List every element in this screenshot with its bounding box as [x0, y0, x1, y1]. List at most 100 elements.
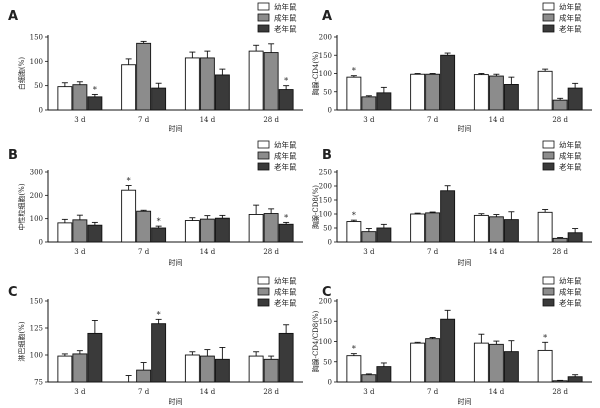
legend-label-young: 幼年鼠 — [274, 276, 297, 286]
significance-star: * — [543, 333, 547, 342]
bar-adult — [199, 355, 215, 383]
legend-swatch-old — [542, 24, 555, 33]
bar-old — [214, 358, 230, 383]
x-tick-label: 7 d — [138, 248, 150, 256]
legend-swatch-old — [257, 24, 270, 33]
bar-young — [346, 221, 362, 243]
y-tick-label: 100 — [30, 352, 43, 360]
bar-old — [214, 217, 230, 243]
y-tick-label: 150 — [319, 318, 332, 326]
panel-label: C — [8, 285, 18, 300]
bar-young — [248, 214, 264, 243]
bar-old — [151, 87, 167, 111]
bar-young — [57, 222, 73, 243]
y-tick-label: 250 — [319, 169, 332, 177]
significance-star: * — [352, 211, 356, 220]
legend-swatch-adult — [542, 151, 555, 160]
legend-swatch-adult — [542, 13, 555, 22]
bar-adult — [425, 212, 441, 243]
bar-old — [151, 323, 167, 383]
bar-adult — [361, 96, 377, 111]
y-tick-label: 200 — [319, 298, 332, 306]
y-tick-label: 300 — [30, 169, 43, 177]
legend-label-adult: 成年鼠 — [274, 287, 297, 297]
significance-star: * — [284, 77, 288, 86]
panel-label: B — [322, 148, 332, 163]
x-tick-label: 14 d — [200, 116, 216, 124]
legend-label-old: 老年鼠 — [559, 162, 582, 172]
significance-star: * — [157, 310, 161, 319]
bar-adult — [488, 343, 504, 383]
x-tick-label: 7 d — [138, 116, 150, 124]
bar-adult — [72, 84, 88, 111]
bar-young — [473, 342, 489, 383]
bar-old — [440, 190, 456, 243]
legend-label-adult: 成年鼠 — [559, 13, 582, 23]
bar-old — [567, 376, 583, 383]
bar-adult — [488, 75, 504, 111]
significance-star: * — [157, 217, 161, 226]
legend-swatch-old — [257, 298, 270, 307]
y-tick-label: 100 — [30, 58, 43, 66]
y-tick-label: 50 — [34, 82, 43, 90]
x-axis-label: 时间 — [458, 397, 472, 406]
bar-adult — [425, 338, 441, 383]
x-tick-label: 14 d — [489, 116, 505, 124]
legend-swatch-old — [257, 162, 270, 171]
bar-adult — [263, 52, 279, 111]
y-axis-label: 胸腺-CD4/CD8(%) — [311, 310, 320, 372]
panel-label: B — [8, 148, 18, 163]
legend-swatch-old — [542, 298, 555, 307]
x-tick-label: 28 d — [263, 116, 279, 124]
legend-swatch-young — [542, 2, 555, 11]
y-axis-label: 胸腺-CD4(%) — [311, 51, 320, 95]
bar-adult — [552, 380, 568, 383]
bar-adult — [488, 216, 504, 243]
bar-adult — [552, 99, 568, 111]
y-tick-label: 50 — [323, 225, 332, 233]
y-tick-label: 50 — [323, 88, 332, 96]
bar-adult — [199, 57, 215, 111]
bar-young — [410, 73, 426, 111]
y-tick-label: 0 — [328, 239, 332, 247]
bar-young — [248, 50, 264, 111]
bar-old — [503, 83, 519, 111]
legend-label-old: 老年鼠 — [559, 24, 582, 34]
x-tick-label: 14 d — [489, 248, 505, 256]
bar-old — [503, 219, 519, 243]
bar-adult — [425, 73, 441, 111]
bar-young — [184, 57, 200, 111]
panel-label: A — [8, 9, 18, 24]
x-axis-label: 时间 — [169, 258, 183, 267]
bar-old — [151, 227, 167, 243]
x-tick-label: 3 d — [74, 116, 86, 124]
bar-old — [440, 54, 456, 111]
significance-star: * — [93, 85, 97, 94]
y-axis-label: 白细胞(%) — [17, 57, 26, 90]
legend-label-adult: 成年鼠 — [274, 151, 297, 161]
y-tick-label: 100 — [319, 70, 332, 78]
legend-swatch-adult — [257, 151, 270, 160]
y-axis-label: 淋巴细胞(%) — [17, 321, 26, 361]
y-tick-label: 50 — [323, 358, 332, 366]
y-tick-label: 150 — [319, 52, 332, 60]
x-tick-label: 3 d — [363, 116, 375, 124]
legend-label-young: 幼年鼠 — [559, 276, 582, 286]
y-tick-label: 125 — [30, 325, 43, 333]
bar-young — [57, 86, 73, 111]
x-tick-label: 7 d — [138, 388, 150, 396]
bar-young — [410, 342, 426, 383]
bar-young — [184, 220, 200, 243]
x-tick-label: 14 d — [489, 388, 505, 396]
bar-old — [278, 332, 294, 383]
legend-label-young: 幼年鼠 — [274, 2, 297, 12]
legend-swatch-adult — [542, 287, 555, 296]
bar-old — [503, 351, 519, 383]
bar-young — [537, 70, 553, 111]
significance-star: * — [284, 213, 288, 222]
